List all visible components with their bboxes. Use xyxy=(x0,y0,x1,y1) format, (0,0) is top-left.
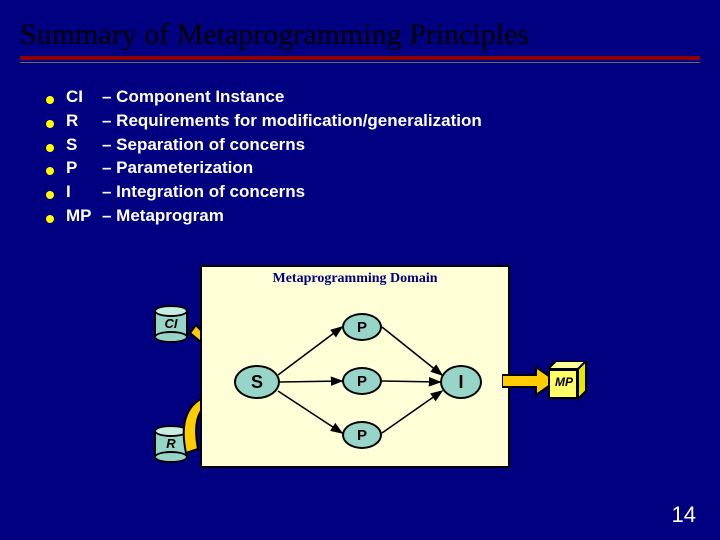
bullet-abbrev: I xyxy=(66,180,102,204)
node-i: I xyxy=(440,365,482,399)
bullet-abbrev: S xyxy=(66,133,102,157)
node-label: S xyxy=(251,372,263,393)
diagram-box: Metaprogramming Domain S P P P I xyxy=(200,265,510,468)
list-item: R – Requirements for modification/genera… xyxy=(46,109,720,133)
title-underline-thin xyxy=(20,62,700,63)
node-s: S xyxy=(234,365,280,399)
title-underline xyxy=(20,56,700,60)
bullet-text: – Metaprogram xyxy=(102,204,224,228)
bullet-abbrev: MP xyxy=(66,204,102,228)
diagram: CI R Metaprogramming Domain xyxy=(150,265,580,495)
bullet-icon xyxy=(46,167,54,175)
page-title: Summary of Metaprogramming Principles xyxy=(20,18,700,52)
node-label: I xyxy=(458,372,463,393)
node-p2: P xyxy=(342,367,382,395)
bullet-text: – Parameterization xyxy=(102,156,253,180)
page-number: 14 xyxy=(672,502,696,528)
node-mp-label: MP xyxy=(550,375,578,389)
node-p3: P xyxy=(342,421,382,449)
node-label: P xyxy=(357,373,367,390)
bullet-text: – Requirements for modification/generali… xyxy=(102,109,482,133)
bullet-icon xyxy=(46,191,54,199)
list-item: I – Integration of concerns xyxy=(46,180,720,204)
bullet-icon xyxy=(46,144,54,152)
list-item: P – Parameterization xyxy=(46,156,720,180)
bullet-abbrev: R xyxy=(66,109,102,133)
node-label: P xyxy=(357,319,367,336)
bullet-icon xyxy=(46,120,54,128)
list-item: MP – Metaprogram xyxy=(46,204,720,228)
bullet-text: – Integration of concerns xyxy=(102,180,305,204)
bullet-list: CI – Component Instance R – Requirements… xyxy=(0,69,720,228)
bullet-abbrev: P xyxy=(66,156,102,180)
node-mp-cube: MP xyxy=(548,361,590,403)
bullet-abbrev: CI xyxy=(66,85,102,109)
list-item: S – Separation of concerns xyxy=(46,133,720,157)
node-label: P xyxy=(357,427,367,444)
bullet-text: – Component Instance xyxy=(102,85,284,109)
bullet-text: – Separation of concerns xyxy=(102,133,305,157)
list-item: CI – Component Instance xyxy=(46,85,720,109)
bullet-icon xyxy=(46,215,54,223)
node-p1: P xyxy=(342,313,382,341)
bullet-icon xyxy=(46,96,54,104)
